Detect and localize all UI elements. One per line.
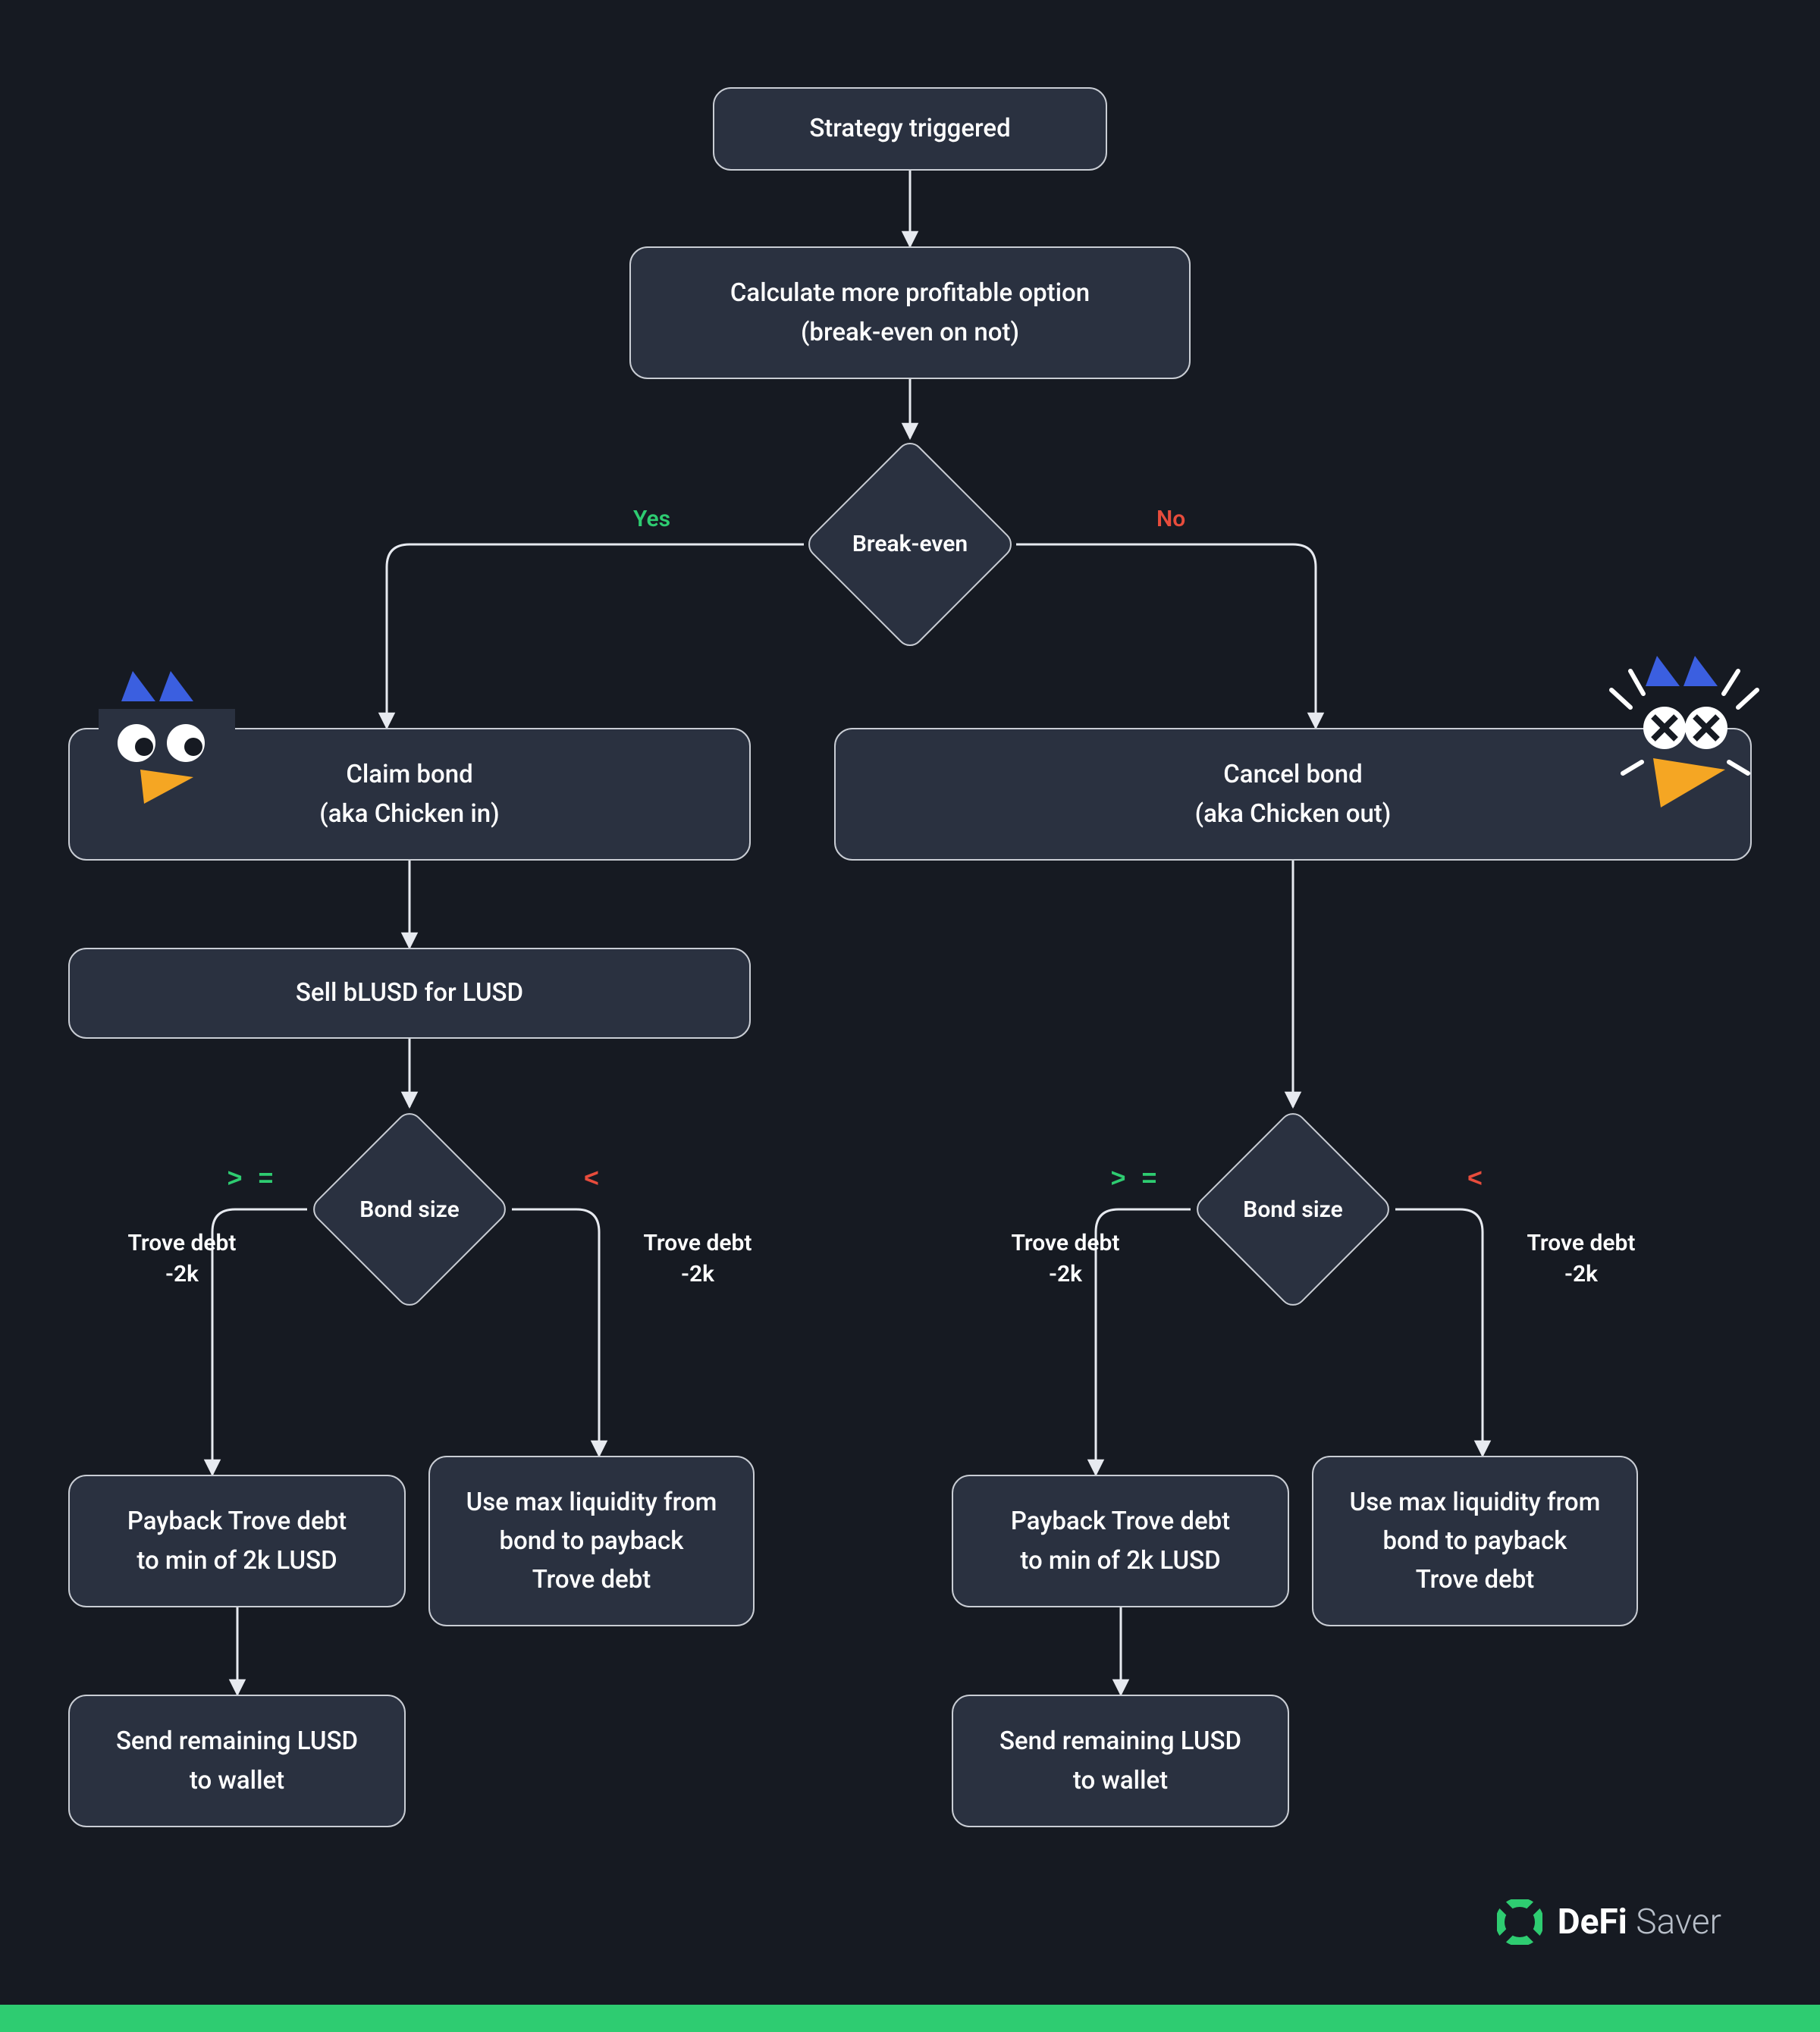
node-text: Cancel bond (1223, 755, 1362, 794)
node-sell-blusd: Sell bLUSD for LUSD (68, 948, 751, 1039)
edge-trove-left-ge: Trove debt-2k (99, 1228, 265, 1290)
decision-bond-size-left (308, 1108, 512, 1312)
node-text: Send remaining LUSD (116, 1722, 358, 1761)
node-text: Strategy triggered (809, 109, 1010, 148)
node-payback-right: Payback Trove debt to min of 2k LUSD (952, 1475, 1289, 1607)
node-text: Calculate more profitable option (730, 274, 1090, 312)
edge-trove-left-lt: Trove debt-2k (614, 1228, 781, 1290)
node-text: bond to payback (1383, 1522, 1567, 1560)
edge-lt-symbol: < (569, 1164, 614, 1199)
node-text: (break-even on not) (801, 313, 1019, 352)
decision-bond-size-right (1191, 1108, 1395, 1312)
node-calculate-option: Calculate more profitable option (break-… (629, 246, 1191, 379)
node-text: Payback Trove debt (127, 1502, 347, 1541)
edge-ge-symbol: > = (1088, 1164, 1179, 1199)
node-text: Payback Trove debt (1011, 1502, 1230, 1541)
node-maxliq-right: Use max liquidity from bond to payback T… (1312, 1456, 1638, 1626)
node-text: Trove debt (1416, 1560, 1535, 1599)
node-text: Send remaining LUSD (999, 1722, 1241, 1761)
node-text: Claim bond (346, 755, 472, 794)
edge-label-no: No (1156, 504, 1185, 535)
brand-name: DeFi Saver (1558, 1902, 1721, 1943)
edge-trove-right-ge: Trove debt-2k (982, 1228, 1149, 1290)
edge-label-yes: Yes (633, 504, 670, 535)
edge-trove-right-lt: Trove debt-2k (1498, 1228, 1665, 1290)
node-text: to min of 2k LUSD (1020, 1541, 1220, 1580)
node-text: (aka Chicken in) (319, 795, 499, 833)
node-maxliq-left: Use max liquidity from bond to payback T… (428, 1456, 755, 1626)
node-send-right: Send remaining LUSD to wallet (952, 1695, 1289, 1827)
edge-lt-symbol: < (1452, 1164, 1498, 1199)
footer-accent-bar (0, 2005, 1820, 2032)
brand-logo: DeFi Saver (1497, 1899, 1721, 1945)
defi-saver-logo-icon (1497, 1899, 1542, 1945)
node-strategy-triggered: Strategy triggered (713, 87, 1107, 171)
decision-break-even (803, 437, 1018, 652)
node-text: bond to payback (500, 1522, 684, 1560)
node-cancel-bond: Cancel bond (aka Chicken out) (834, 728, 1752, 861)
node-text: to wallet (1073, 1761, 1168, 1800)
node-text: Trove debt (532, 1560, 651, 1599)
node-text: Sell bLUSD for LUSD (296, 974, 523, 1012)
node-text: to wallet (190, 1761, 284, 1800)
node-text: (aka Chicken out) (1195, 795, 1392, 833)
node-text: Use max liquidity from (1350, 1483, 1601, 1522)
node-text: Use max liquidity from (466, 1483, 717, 1522)
node-payback-left: Payback Trove debt to min of 2k LUSD (68, 1475, 406, 1607)
node-text: to min of 2k LUSD (136, 1541, 337, 1580)
node-send-left: Send remaining LUSD to wallet (68, 1695, 406, 1827)
node-claim-bond: Claim bond (aka Chicken in) (68, 728, 751, 861)
edge-ge-symbol: > = (205, 1164, 296, 1199)
